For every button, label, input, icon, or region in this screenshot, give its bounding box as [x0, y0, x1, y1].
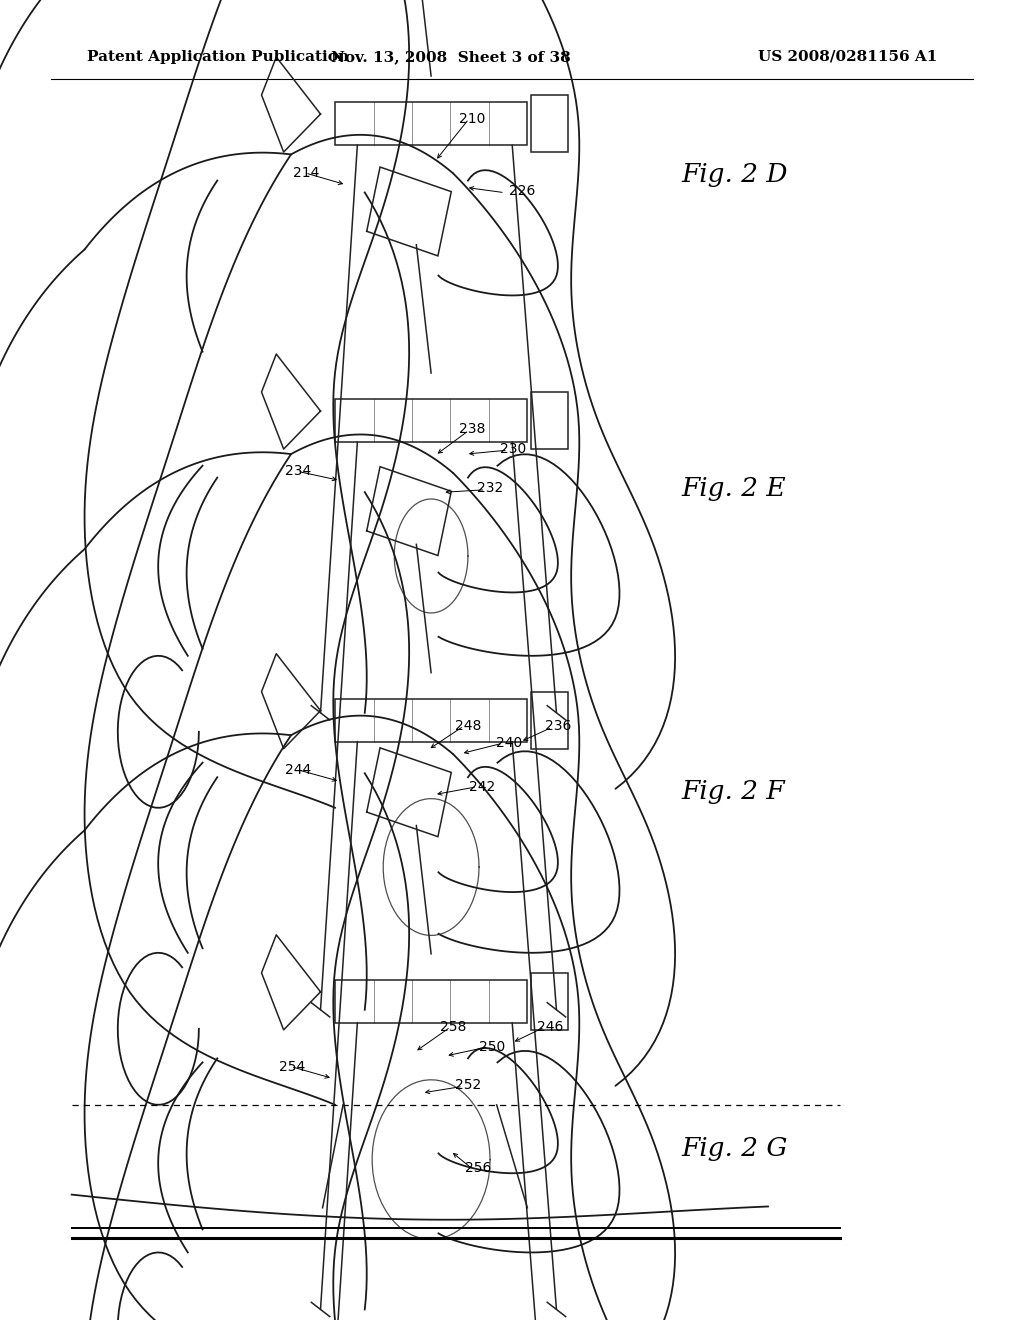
Text: 234: 234: [285, 465, 311, 478]
Text: Fig. 2 E: Fig. 2 E: [681, 477, 785, 500]
Text: 256: 256: [465, 1162, 492, 1175]
Text: 254: 254: [279, 1060, 305, 1073]
Text: Fig. 2 G: Fig. 2 G: [681, 1137, 787, 1160]
Text: 242: 242: [469, 780, 496, 793]
Text: 244: 244: [285, 763, 311, 776]
Text: 240: 240: [496, 737, 522, 750]
Text: 214: 214: [293, 166, 319, 180]
Text: 238: 238: [459, 422, 485, 436]
Text: 246: 246: [537, 1020, 563, 1034]
Text: Fig. 2 D: Fig. 2 D: [681, 162, 787, 186]
Text: 250: 250: [479, 1040, 506, 1053]
Text: 258: 258: [440, 1020, 467, 1034]
Text: Nov. 13, 2008  Sheet 3 of 38: Nov. 13, 2008 Sheet 3 of 38: [331, 50, 570, 63]
Text: 252: 252: [455, 1078, 481, 1092]
Text: 230: 230: [500, 442, 526, 455]
Text: US 2008/0281156 A1: US 2008/0281156 A1: [758, 50, 937, 63]
Text: 210: 210: [459, 112, 485, 125]
Text: 232: 232: [477, 482, 504, 495]
Text: 248: 248: [455, 719, 481, 733]
Text: Fig. 2 F: Fig. 2 F: [681, 780, 784, 804]
Text: 236: 236: [545, 719, 571, 733]
Text: 226: 226: [509, 185, 536, 198]
Text: Patent Application Publication: Patent Application Publication: [87, 50, 349, 63]
